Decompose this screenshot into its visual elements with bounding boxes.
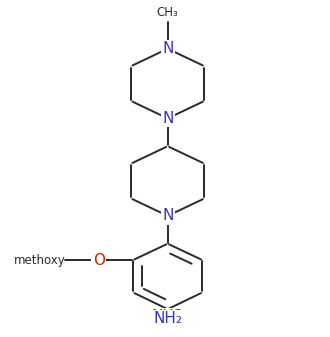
Text: O: O (93, 252, 105, 268)
Text: CH₃: CH₃ (157, 6, 179, 19)
Text: N: N (162, 208, 173, 223)
Text: NH₂: NH₂ (153, 311, 182, 326)
Text: N: N (162, 41, 173, 56)
Text: N: N (162, 111, 173, 126)
Text: methoxy: methoxy (14, 253, 66, 267)
Text: NH2: NH2 (151, 309, 184, 324)
